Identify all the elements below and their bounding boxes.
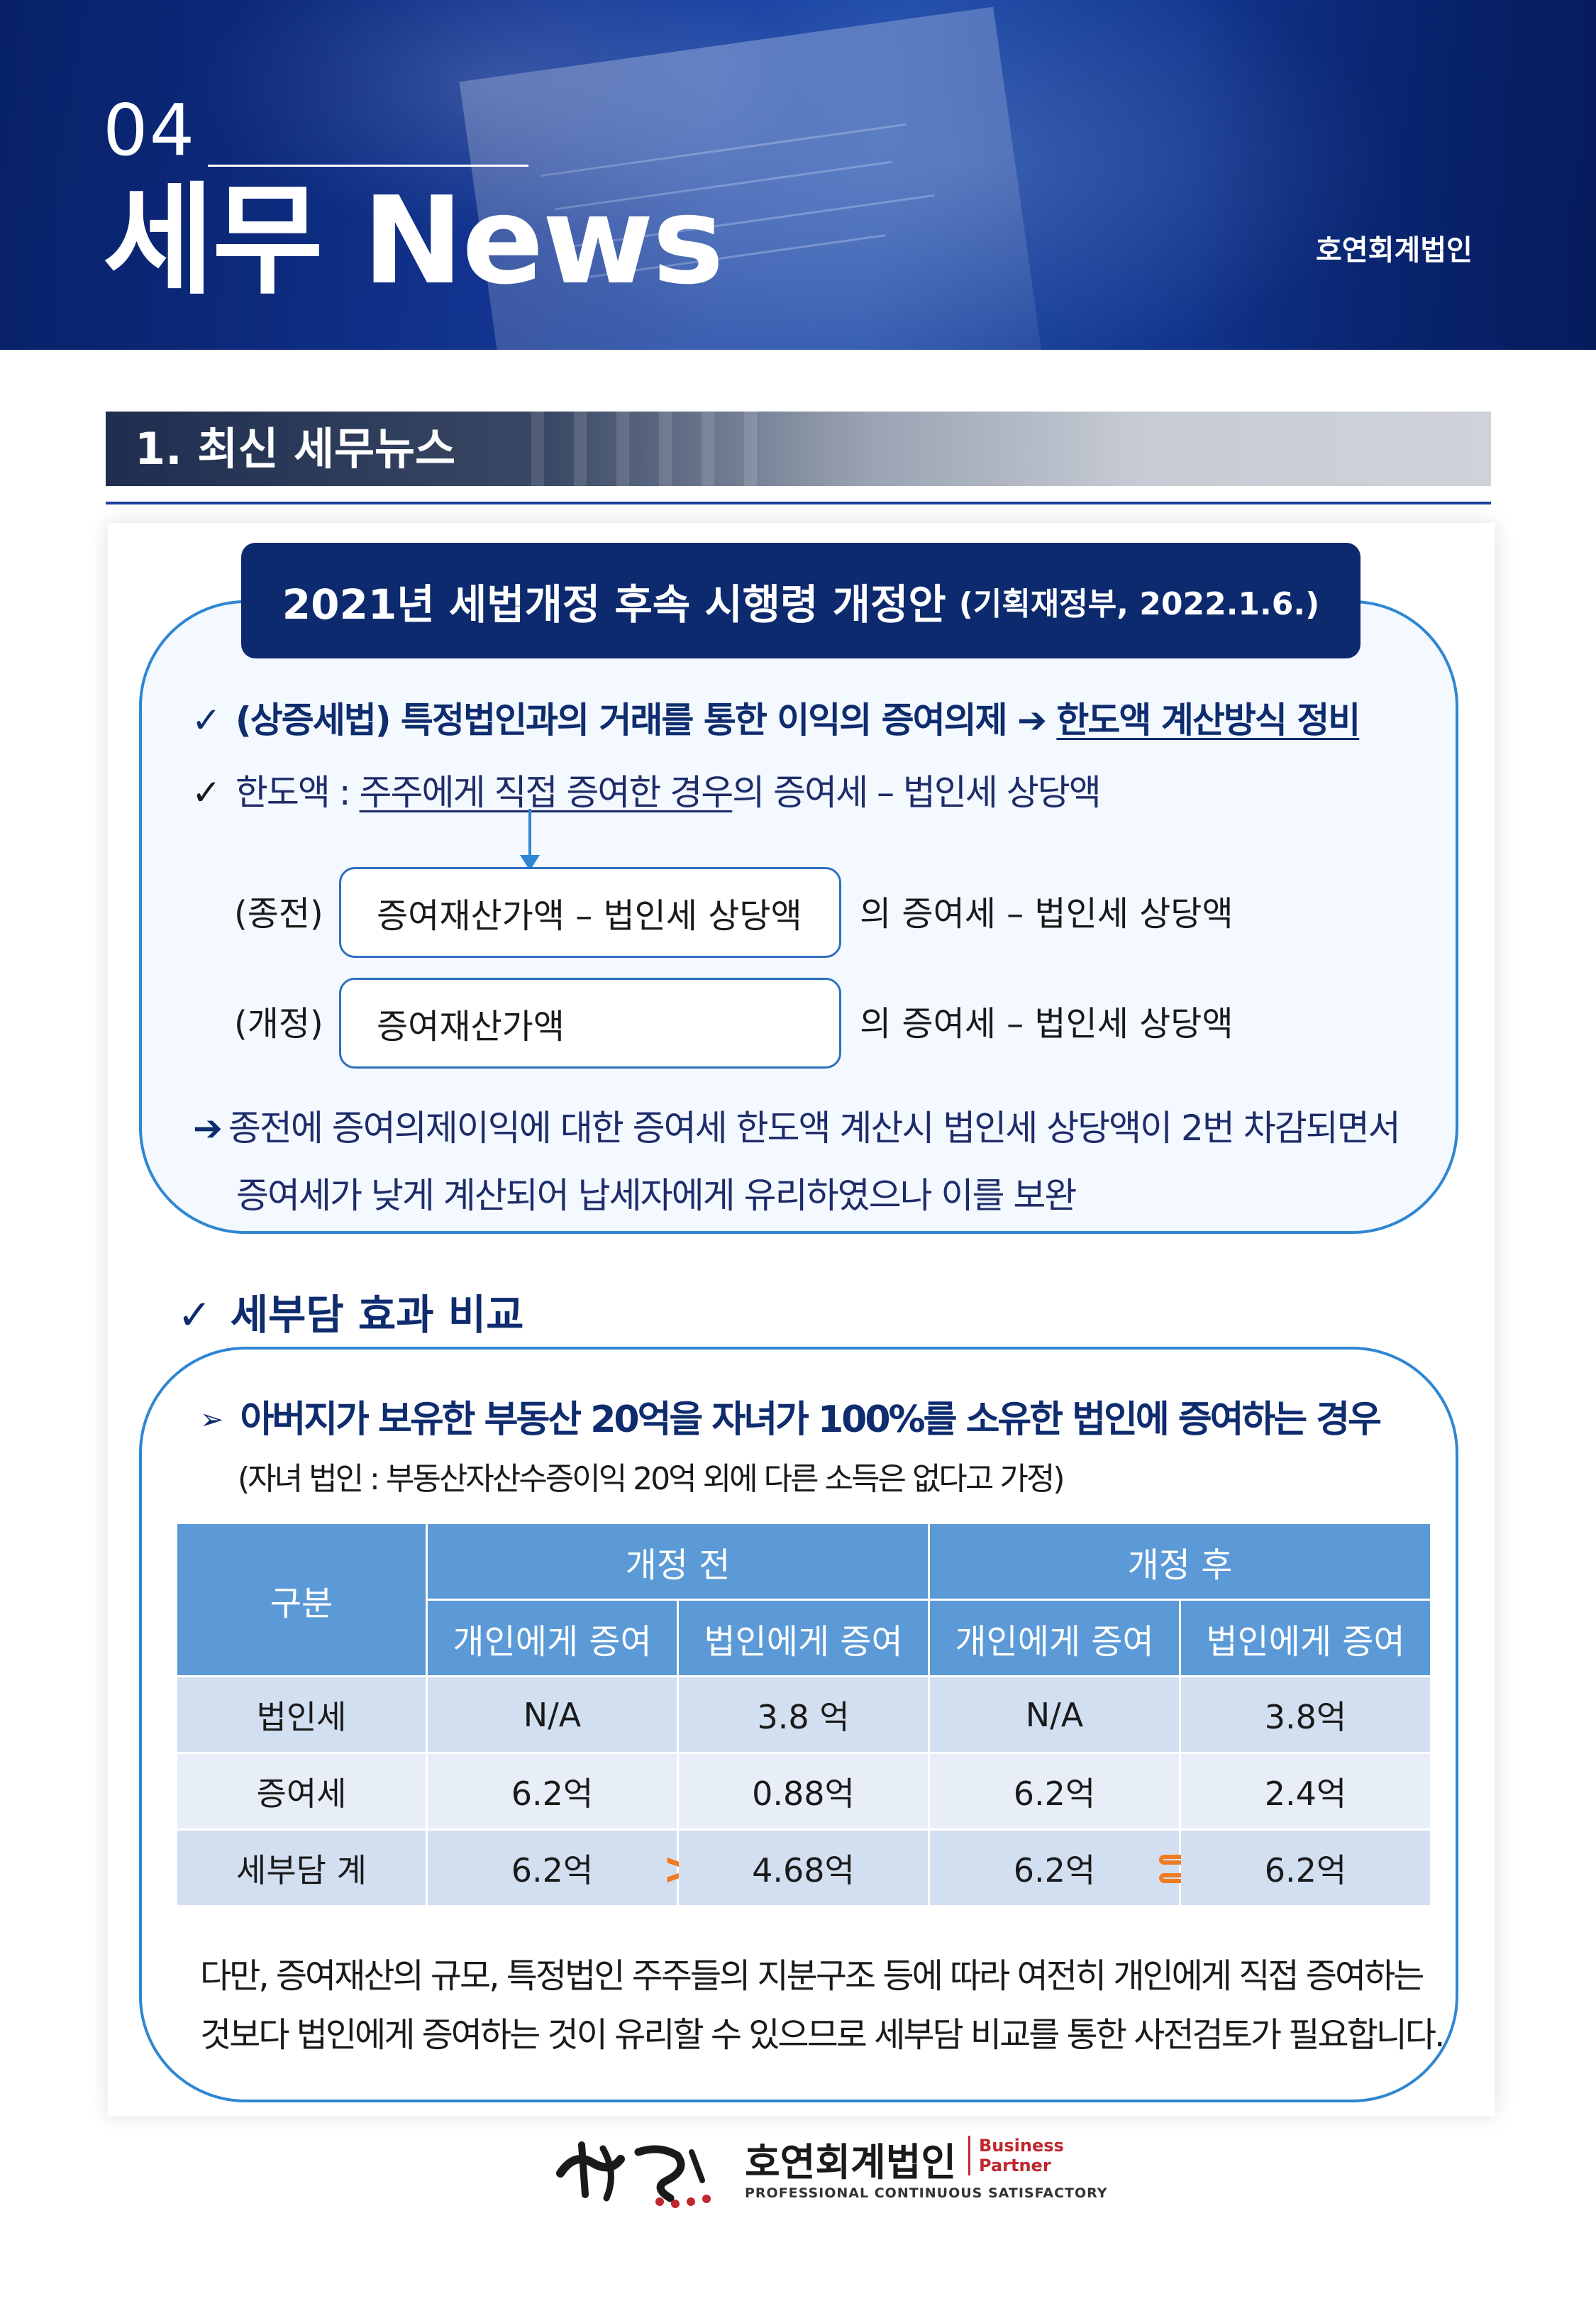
bar-texture (659, 412, 672, 486)
point-2-emphasis: 주주에게 직접 증여한 경우 (359, 772, 734, 813)
tax-comparison-table: 구분 개정 전 개정 후 개인에게 증여 법인에게 증여 개인에게 증여 법인에… (175, 1522, 1432, 1907)
table-corner-header: 구분 (175, 1522, 428, 1677)
table-cell: 6.2억 (928, 1752, 1181, 1831)
amendment-point-2: ✓ 한도액 : 주주에게 직접 증여한 경우의 증여세 – 법인세 상당액 (192, 764, 1102, 815)
group-header-before: 개정 전 (426, 1522, 930, 1601)
table-cell: 3.8 억 (677, 1675, 930, 1754)
before-label: (종전) (234, 894, 323, 934)
bar-texture (702, 412, 714, 486)
footer-firm-name: 호연회계법인 (745, 2140, 957, 2185)
bar-texture (616, 412, 629, 486)
table-cell-with-compare: 6.2억 (928, 1828, 1199, 1907)
table-cell: 6.2억 (426, 1752, 679, 1831)
firm-logo-calligraphy (556, 2141, 711, 2208)
table-row: 세부담 계 6.2억 > 4.68억 6.2억 6.2억 (175, 1828, 1432, 1907)
amendment-title: 2021년 세법개정 후속 시행령 개정안 (282, 580, 946, 629)
closing-line-2: 것보다 법인에게 증여하는 것이 유리할 수 있으므로 세부담 비교를 통한 사… (200, 2015, 1445, 2055)
conclusion-text-1: 종전에 증여의제이익에 대한 증여세 한도액 계산시 법인세 상당액이 2번 차… (228, 1108, 1401, 1149)
table-cell: N/A (426, 1675, 679, 1754)
right-arrow-icon: ➔ (1017, 700, 1047, 741)
after-tail: 의 증여세 – 법인세 상당액 (860, 1004, 1234, 1044)
table-row: 법인세 N/A 3.8 억 N/A 3.8억 (175, 1675, 1432, 1754)
after-formula-box: 증여재산가액 (339, 978, 841, 1069)
down-arrow-icon (528, 809, 531, 859)
comparison-heading: ✓ 세부담 효과 비교 (177, 1281, 524, 1341)
table-cell-with-compare: 6.2억 > (426, 1828, 699, 1907)
footer-slogan: PROFESSIONAL CONTINUOUS SATISFACTORY (745, 2185, 1108, 2201)
section-heading-bar (106, 412, 1491, 486)
issue-number: 04 (103, 89, 196, 172)
closing-line-1: 다만, 증여재산의 규모, 특정법인 주주들의 지분구조 등에 따라 여전히 개… (200, 1956, 1424, 1996)
conclusion-line-2: 증여세가 낮게 계산되어 납세자에게 유리하였으나 이를 보완 (236, 1175, 1077, 1216)
case-description: ➢ 아버지가 보유한 부동산 20억을 자녀가 100%를 소유한 법인에 증여하… (200, 1389, 1382, 1442)
section-divider (106, 502, 1491, 504)
table-cell-value: 6.2억 (511, 1850, 594, 1890)
sub-header: 개인에게 증여 (928, 1599, 1181, 1677)
footer-tagline: Business Partner (968, 2136, 1064, 2175)
banner-shade (0, 0, 1596, 350)
table-cell: 0.88억 (677, 1752, 930, 1831)
before-formula-box: 증여재산가액 – 법인세 상당액 (339, 867, 841, 958)
after-label: (개정) (234, 1004, 323, 1044)
table-cell: 2.4억 (1179, 1752, 1432, 1831)
amendment-source: (기획재정부, 2022.1.6.) (958, 585, 1320, 622)
firm-name: 호연회계법인 (1316, 234, 1473, 267)
row-label: 증여세 (175, 1752, 428, 1831)
arrowhead-bullet-icon: ➢ (200, 1403, 223, 1436)
point-1-text: (상증세법) 특정법인과의 거래를 통한 이익의 증여의제 (235, 700, 1008, 741)
footer-tag-1: Business (979, 2136, 1064, 2156)
table-cell: N/A (928, 1675, 1181, 1754)
sub-header: 개인에게 증여 (426, 1599, 679, 1677)
comparison-heading-text: 세부담 효과 비교 (230, 1291, 524, 1339)
group-header-after: 개정 후 (928, 1522, 1432, 1601)
sub-header: 법인에게 증여 (677, 1599, 930, 1677)
footer-tag-2: Partner (979, 2156, 1051, 2175)
point-1-emphasis: 한도액 계산방식 정비 (1056, 700, 1361, 741)
table-row: 증여세 6.2억 0.88억 6.2억 2.4억 (175, 1752, 1432, 1831)
down-arrow-head (520, 855, 540, 871)
table-cell-value: 6.2억 (1013, 1850, 1096, 1890)
bar-texture (744, 412, 757, 486)
conclusion-line-1: ➔ 종전에 증여의제이익에 대한 증여세 한도액 계산시 법인세 상당액이 2번 … (193, 1100, 1441, 1151)
bar-texture (574, 412, 587, 486)
bar-texture (531, 412, 544, 486)
check-icon: ✓ (177, 1291, 212, 1339)
sub-header: 법인에게 증여 (1179, 1599, 1432, 1677)
page-title: 세무 News (103, 171, 724, 311)
amendment-point-1: ✓ (상증세법) 특정법인과의 거래를 통한 이익의 증여의제 ➔ 한도액 계산방… (192, 692, 1361, 743)
point-2-suffix: 의 증여세 – 법인세 상당액 (732, 772, 1102, 813)
row-label: 법인세 (175, 1675, 428, 1754)
check-icon: ✓ (192, 700, 221, 741)
before-tail: 의 증여세 – 법인세 상당액 (860, 894, 1234, 934)
issue-underline (208, 165, 528, 167)
after-formula: 증여재산가액 (377, 1007, 565, 1047)
point-2-prefix: 한도액 : (235, 772, 360, 813)
header-banner: 04 세무 News 호연회계법인 (0, 0, 1596, 350)
check-icon: ✓ (192, 772, 221, 813)
table-cell: 3.8억 (1179, 1675, 1432, 1754)
case-assumption: (자녀 법인 : 부동산자산수증이익 20억 외에 다른 소득은 없다고 가정) (238, 1461, 1065, 1497)
case-text: 아버지가 보유한 부동산 20억을 자녀가 100%를 소유한 법인에 증여하는… (240, 1399, 1382, 1441)
table-cell: 6.2억 (1179, 1828, 1432, 1907)
row-label: 세부담 계 (175, 1828, 428, 1907)
section-title: 1. 최신 세무뉴스 (135, 423, 456, 475)
amendment-title-banner: 2021년 세법개정 후속 시행령 개정안 (기획재정부, 2022.1.6.) (241, 543, 1361, 658)
table-cell: 4.68억 (677, 1828, 930, 1907)
right-arrow-icon: ➔ (193, 1108, 223, 1149)
before-formula: 증여재산가액 – 법인세 상당액 (377, 896, 802, 936)
